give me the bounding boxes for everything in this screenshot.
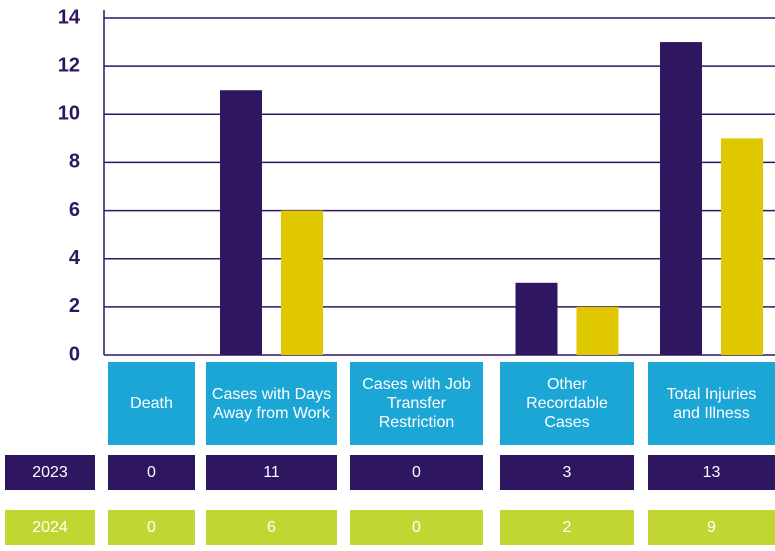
y-tick-label: 12 (58, 54, 80, 76)
category-label: Other Recordable Cases (500, 362, 634, 445)
table-value: 0 (350, 455, 483, 490)
bar (660, 42, 702, 355)
bar (576, 306, 619, 355)
category-label: Death (108, 362, 195, 445)
category-label: Total Injuries and Illness (648, 362, 775, 445)
legend-label: 2023 (5, 455, 95, 490)
table-value: 9 (648, 510, 775, 545)
y-tick-label: 2 (69, 295, 80, 317)
y-tick-label: 8 (69, 151, 80, 173)
table-value: 11 (206, 455, 337, 490)
y-tick-label: 14 (58, 6, 81, 28)
table-value: 3 (500, 455, 634, 490)
bar (721, 138, 763, 355)
table-value: 6 (206, 510, 337, 545)
legend-label: 2024 (5, 510, 95, 545)
table-value: 2 (500, 510, 634, 545)
y-tick-label: 4 (69, 247, 81, 269)
y-tick-label: 10 (58, 103, 80, 125)
table-value: 0 (108, 510, 195, 545)
bar (220, 90, 262, 355)
table-value: 0 (350, 510, 483, 545)
y-tick-label: 0 (69, 343, 80, 365)
table-value: 13 (648, 455, 775, 490)
bar (515, 282, 558, 355)
category-label: Cases with Days Away from Work (206, 362, 337, 445)
y-tick-label: 6 (69, 199, 80, 221)
table-value: 0 (108, 455, 195, 490)
bar (281, 210, 323, 355)
category-label: Cases with Job Transfer Restriction (350, 362, 483, 445)
